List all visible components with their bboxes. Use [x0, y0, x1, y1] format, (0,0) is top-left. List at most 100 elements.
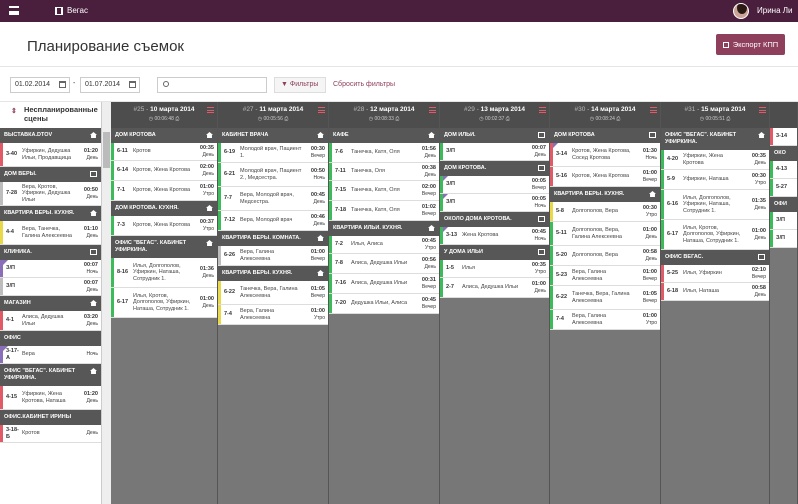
scene-card[interactable]: 5-20 Долгополов, Вера 00:58 День — [550, 246, 660, 266]
day-header[interactable]: #29 - 13 марта 2014 ◷ 00:02:37 ⎙ — [440, 102, 549, 128]
user-name[interactable]: Ирина Ли — [757, 6, 793, 15]
scene-card[interactable]: 4-13 — [770, 161, 797, 179]
scene-card[interactable]: З/П 00:07 День — [440, 143, 549, 161]
location-header[interactable]: ОФИ — [770, 197, 797, 212]
location-header[interactable]: ОКОЛО ДОМА КРОТОВА. — [440, 212, 549, 227]
location-header[interactable]: КЛИНИКА. — [0, 245, 101, 260]
day-header[interactable] — [770, 102, 797, 128]
scene-card[interactable]: З/П 00:05 Вечер — [440, 176, 549, 194]
scrollbar[interactable] — [102, 102, 111, 504]
location-header[interactable]: ДОМ ИЛЬИ. — [440, 128, 549, 143]
scene-card[interactable]: 5-27 — [770, 179, 797, 197]
scene-card[interactable]: 7-11 Танечка, Оля 00:38 День — [329, 163, 439, 181]
scene-card[interactable]: 6-17 Илья, Кротов, Долгополов, Уфиркин, Н… — [111, 288, 217, 318]
day-menu-icon[interactable] — [759, 107, 766, 113]
location-header[interactable]: ОФИС ВЕГАС. — [661, 250, 769, 265]
print-icon[interactable]: ⎙ — [282, 116, 289, 122]
export-button[interactable]: Экспорт КПП — [716, 34, 785, 55]
scene-card[interactable]: 5-23 Вера, Галина Алексеевна 01:00 Вечер — [550, 266, 660, 286]
location-header[interactable]: КВАРТИРА ВЕРЫ. КУХНЯ. — [218, 266, 328, 281]
scene-card[interactable]: 6-18 Илья, Наташа 00:58 День — [661, 283, 769, 301]
scene-card[interactable]: 1-5 Илья 00:35 Утро — [440, 260, 549, 278]
scene-card[interactable]: 5-11 Долгополов, Вера, Галина Алексеевна 0… — [550, 222, 660, 246]
scene-card[interactable]: 6-21 Молодой врач, Пациент 2., Медсестра.… — [218, 163, 328, 187]
unplanned-header[interactable]: ⇕ Несплани­рованные сцены — [0, 102, 101, 128]
menu-icon[interactable] — [9, 6, 19, 15]
scene-card[interactable]: 3-40 Уфиркин, Дедушка Ильи, Продавщица 01:… — [0, 143, 101, 167]
location-header[interactable]: ДОМ КРОТОВА — [550, 128, 660, 143]
location-header[interactable]: ОФИС "ВЕГАС". КАБИНЕТ УФИРКИНА. — [661, 128, 769, 150]
scrollbar-thumb[interactable] — [103, 132, 110, 168]
scene-card[interactable]: 7-12 Вера, Молодой врач 00:46 День — [218, 211, 328, 231]
calendar-icon[interactable] — [59, 81, 66, 88]
location-header[interactable]: КАБИНЕТ ВРАЧА — [218, 128, 328, 143]
search-input[interactable] — [157, 77, 267, 93]
location-header[interactable]: КВАРТИРА ИЛЬИ. КУХНЯ. — [329, 221, 439, 236]
location-header[interactable]: КВАРТИРА ВЕРЫ. КОМНАТА. — [218, 231, 328, 246]
day-header[interactable]: #28 - 12 марта 2014 ◷ 00:08:33 ⎙ — [329, 102, 439, 128]
scene-card[interactable]: 8-16 Илья, Долгополов, Уфиркин, Наташа, С… — [111, 258, 217, 288]
date-from-input[interactable]: 01.02.2014 — [10, 77, 70, 93]
location-header[interactable]: ДОМ КРОТОВА — [111, 128, 217, 143]
day-menu-icon[interactable] — [207, 107, 214, 113]
scene-card[interactable]: 7-1 Кротов, Жена Кротова 01:00 Утро — [111, 181, 217, 201]
scene-card[interactable]: 4-20 Уфиркин, Жена Кротова 00:35 День — [661, 150, 769, 170]
scene-card[interactable]: 7-4 Вера, Галина Алексеевна 01:00 Утро — [218, 305, 328, 325]
day-menu-icon[interactable] — [429, 107, 436, 113]
print-icon[interactable]: ⎙ — [393, 116, 400, 122]
sort-icon[interactable]: ⇕ — [11, 108, 17, 115]
location-header[interactable]: ОФИС — [0, 331, 101, 346]
scene-card[interactable]: 3-18-Б Кротов День — [0, 425, 101, 443]
location-header[interactable]: ДОМ ВЕРЫ. — [0, 167, 101, 182]
location-header[interactable]: У ДОМА ИЛЬИ — [440, 245, 549, 260]
scene-card[interactable]: 6-26 Вера, Галина Алексеевна 01:00 Вечер — [218, 246, 328, 266]
scene-card[interactable]: 5-25 Илья, Уфиркин 02:10 Вечер — [661, 265, 769, 283]
scene-card[interactable]: З/П — [770, 212, 797, 230]
day-header[interactable]: #25 - 10 марта 2014 ◷ 00:06:48 ⎙ — [111, 102, 217, 128]
scene-card[interactable]: 6-22 Танечка, Вера, Галина Алексеевна 01:0… — [218, 281, 328, 305]
scene-card[interactable]: 7-20 Дедушка Ильи, Алиса 00:45 Вечер — [329, 294, 439, 314]
scene-card[interactable]: 6-16 Илья, Долгополов, Уфиркин, Наташа, С… — [661, 190, 769, 220]
location-header[interactable]: ВЫСТАВКА.DTOV — [0, 128, 101, 143]
scene-card[interactable]: 5-8 Долгополов, Вера 00:30 Утро — [550, 202, 660, 222]
location-header[interactable]: КВАРТИРА ВЕРЫ. КУХНЯ. — [0, 206, 101, 221]
scene-card[interactable]: 3-14 — [770, 128, 797, 146]
day-header[interactable]: #30 - 14 марта 2014 ◷ 00:08:24 ⎙ — [550, 102, 660, 128]
scene-card[interactable]: 4-15 Уфиркин, Жена Кротова, Наташа 01:20 Де… — [0, 386, 101, 410]
location-header[interactable]: ДОМ КРОТОВА. — [440, 161, 549, 176]
scene-card[interactable]: 3-17-А Вера Ночь — [0, 346, 101, 364]
scene-card[interactable]: 5-9 Уфиркин, Наташа 00:30 Утро — [661, 170, 769, 190]
location-header[interactable]: ОКО — [770, 146, 797, 161]
print-icon[interactable]: ⎙ — [173, 116, 180, 122]
calendar-icon[interactable] — [129, 81, 136, 88]
scene-card[interactable]: 6-19 Молодой врач, Пациент 1. 00:30 Вечер — [218, 143, 328, 163]
scene-card[interactable]: З/П 00:05 Ночь — [440, 194, 549, 212]
location-header[interactable]: ОФИС "ВЕГАС". КАБИНЕТ УФИРКИНА. — [0, 364, 101, 386]
scene-card[interactable]: 4-1 Алиса, Дедушка Ильи 03:20 День — [0, 311, 101, 331]
scene-card[interactable]: З/П 00:07 Ночь — [0, 260, 101, 278]
scene-card[interactable]: 6-17 Илья, Кротов, Долгополов, Уфиркин, Н… — [661, 220, 769, 250]
scene-card[interactable]: 6-11 Кротов 00:35 День — [111, 143, 217, 161]
scene-card[interactable]: 7-8 Алиса, Дедушка Ильи 00:56 День — [329, 254, 439, 274]
project-name[interactable]: Вегас — [67, 6, 88, 15]
scene-card[interactable]: 7-4 Вера, Галина Алексеевна 01:00 Утро — [550, 310, 660, 330]
location-header[interactable]: КАФЕ — [329, 128, 439, 143]
date-to-input[interactable]: 01.07.2014 — [80, 77, 140, 93]
day-menu-icon[interactable] — [539, 107, 546, 113]
scene-card[interactable]: 3-13 Жена Кротова 00:45 Ночь — [440, 227, 549, 245]
scene-card[interactable]: З/П — [770, 230, 797, 248]
day-menu-icon[interactable] — [318, 107, 325, 113]
scene-card[interactable]: 7-2 Илья, Алиса 00:45 Утро — [329, 236, 439, 254]
scene-card[interactable]: 2-7 Алиса, Дедушка Ильи 01:00 День — [440, 278, 549, 298]
reset-filters-link[interactable]: Сбросить фильтры — [333, 81, 396, 88]
scene-card[interactable]: З/П 00:07 День — [0, 278, 101, 296]
day-header[interactable]: #31 - 15 марта 2014 ◷ 00:05:51 ⎙ — [661, 102, 769, 128]
scene-card[interactable]: 6-22 Танечка, Вера, Галина Алексеевна 01:0… — [550, 286, 660, 310]
scene-card[interactable]: 5-16 Кротов, Жена Кротова 01:00 Вечер — [550, 167, 660, 187]
location-header[interactable]: МАГАЗИН — [0, 296, 101, 311]
scene-card[interactable]: 3-14 Кротов, Жена Кротова, Сосед Кротова 0… — [550, 143, 660, 167]
day-header[interactable]: #27 - 11 марта 2014 ◷ 00:05:56 ⎙ — [218, 102, 328, 128]
scene-card[interactable]: 7-15 Танечка, Катя, Оля 02:00 Вечер — [329, 181, 439, 201]
print-icon[interactable]: ⎙ — [504, 116, 510, 122]
print-icon[interactable]: ⎙ — [724, 116, 731, 122]
